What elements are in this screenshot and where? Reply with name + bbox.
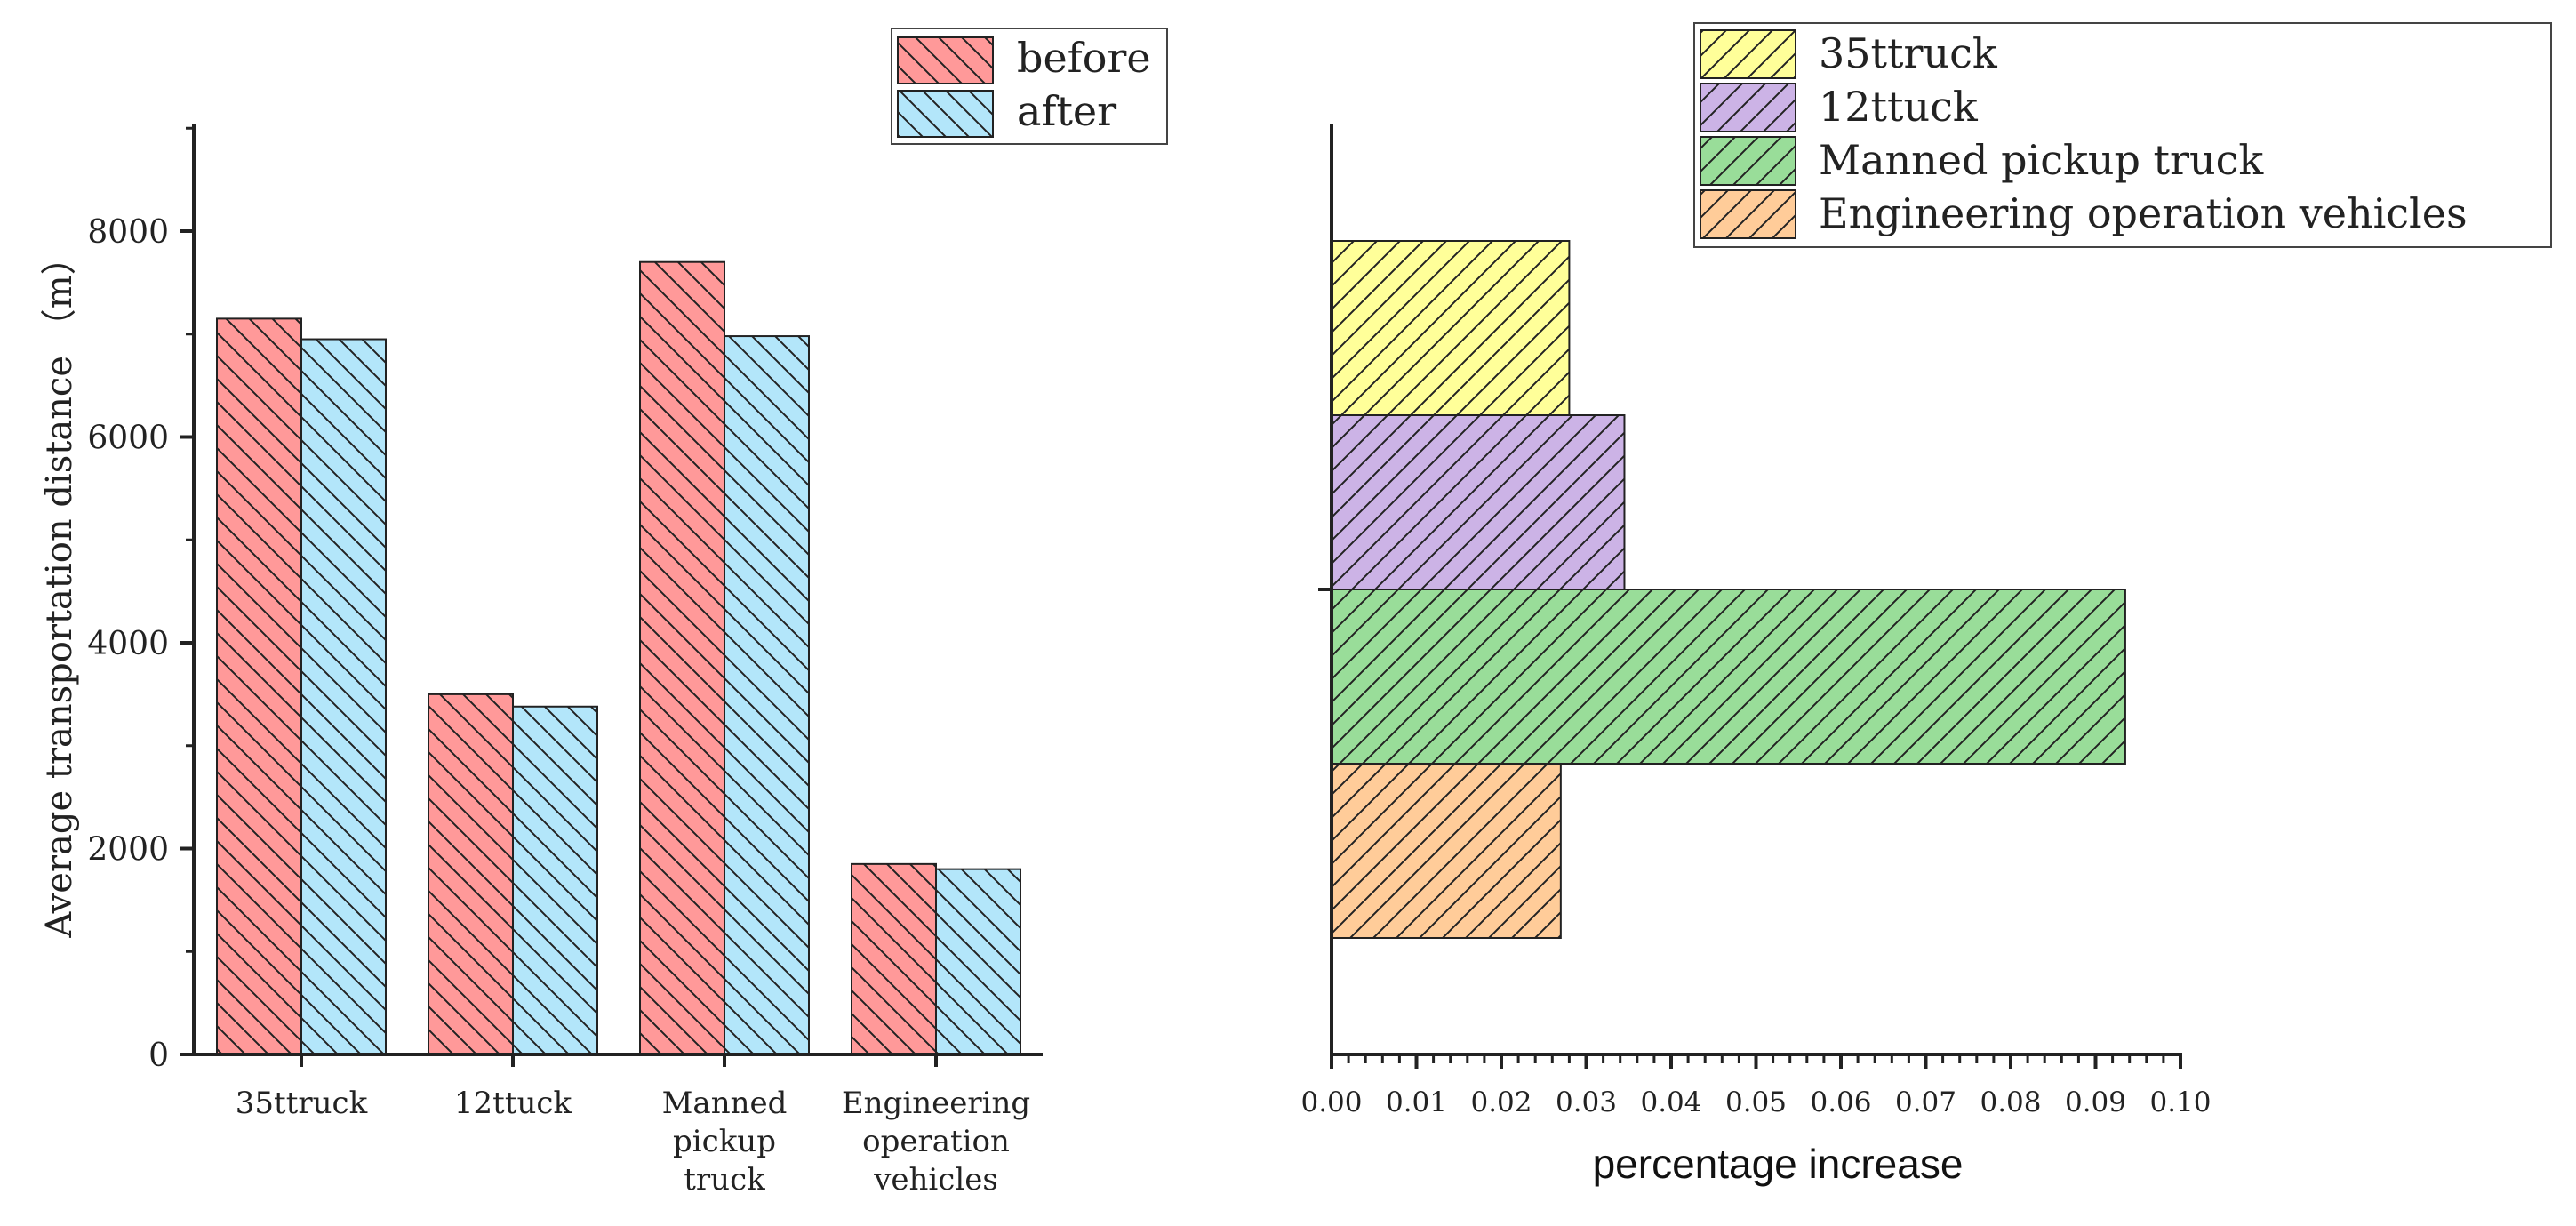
hbar-35ttruck <box>1331 240 1571 416</box>
hbar-Engineering operation vehicles <box>1331 763 1562 939</box>
x-tick-label: 0.01 <box>1386 1086 1447 1118</box>
y-tick-label: 4000 <box>87 626 169 662</box>
x-tick-label: 0.08 <box>1980 1086 2041 1118</box>
x-tick-label: 0.02 <box>1470 1086 1532 1118</box>
x-tick-label: pickup <box>673 1124 776 1159</box>
x-tick-label: 0.09 <box>2065 1086 2126 1118</box>
left-y-axis-label: Average transportation distance （m） <box>39 239 80 938</box>
legend-label: after <box>1017 87 1116 135</box>
legend-item-before: before <box>897 34 1151 84</box>
y-tick-label: 0 <box>148 1038 169 1074</box>
legend-item-after: after <box>897 87 1116 138</box>
right-x-ticks: 0.00 0.01 0.02 0.03 0.04 0.05 0.06 0.07 0.08 0.09… <box>1300 1054 2212 1118</box>
legend-label: 35ttruck <box>1819 29 1998 77</box>
x-tick-label: 0.06 <box>1810 1086 1871 1118</box>
legend-label: Manned pickup truck <box>1819 136 2264 184</box>
right-bars <box>1331 240 2126 939</box>
x-tick-label: 0.03 <box>1556 1086 1617 1118</box>
legend-label: Engineering operation vehicles <box>1819 189 2468 237</box>
bar-after-1 <box>512 705 598 1055</box>
left-y-ticks: 0 2000 4000 6000 8000 <box>87 126 194 1074</box>
x-tick-label: 0.04 <box>1640 1086 1701 1118</box>
legend-label: before <box>1017 34 1151 82</box>
x-tick-label: 35ttruck <box>236 1086 368 1121</box>
hbar-12ttuck <box>1331 414 1626 590</box>
x-tick-label: 0.05 <box>1725 1086 1787 1118</box>
bar-after-3 <box>935 868 1021 1056</box>
legend-item-35ttruck: 35ttruck <box>1700 29 1998 79</box>
bar-before-1 <box>428 693 514 1055</box>
right-x-axis-label: percentage increase <box>1593 1141 1964 1187</box>
hbar-Manned pickup truck <box>1331 589 2126 765</box>
x-tick-label: Manned <box>662 1086 788 1121</box>
x-tick-label: 0.10 <box>2149 1086 2211 1118</box>
right-legend-frame <box>1693 22 2552 248</box>
bar-before-3 <box>851 862 937 1055</box>
x-tick-label: vehicles <box>873 1162 998 1198</box>
x-tick-label: 0.00 <box>1300 1086 1362 1118</box>
y-tick-label: 2000 <box>87 832 169 869</box>
left-legend-items: before after <box>897 34 1151 138</box>
bar-before-0 <box>216 317 302 1055</box>
x-tick-label: 0.07 <box>1895 1086 1956 1118</box>
left-bars <box>216 260 1021 1056</box>
right-legend: 35ttruck 12ttuck Manned pickup truck Engine… <box>1693 22 2552 248</box>
legend-item-Manned pickup truck: Manned pickup truck <box>1700 136 2264 186</box>
right-legend-items: 35ttruck 12ttuck Manned pickup truck Engine… <box>1700 29 2468 239</box>
x-tick-label: 12ttuck <box>454 1086 572 1121</box>
x-tick-label: operation <box>862 1124 1010 1159</box>
legend-item-12ttuck: 12ttuck <box>1700 83 1979 132</box>
y-tick-label: 6000 <box>87 421 169 457</box>
left-legend: before after <box>891 28 1168 145</box>
bar-after-2 <box>724 335 810 1055</box>
legend-label: 12ttuck <box>1819 83 1979 131</box>
y-tick-label: 8000 <box>87 214 169 251</box>
x-tick-label: truck <box>684 1162 765 1198</box>
bar-before-2 <box>639 260 725 1056</box>
legend-item-Engineering operation vehicles: Engineering operation vehicles <box>1700 189 2468 239</box>
right-bar-chart: 0.00 0.01 0.02 0.03 0.04 0.05 0.06 0.07 0.08 0.09… <box>1300 22 2552 1187</box>
bar-after-0 <box>300 338 387 1056</box>
x-tick-label: Engineering <box>842 1086 1030 1121</box>
left-bar-chart: 0 2000 4000 6000 8000 35ttruck 12ttuck Mannedp… <box>39 28 1168 1198</box>
